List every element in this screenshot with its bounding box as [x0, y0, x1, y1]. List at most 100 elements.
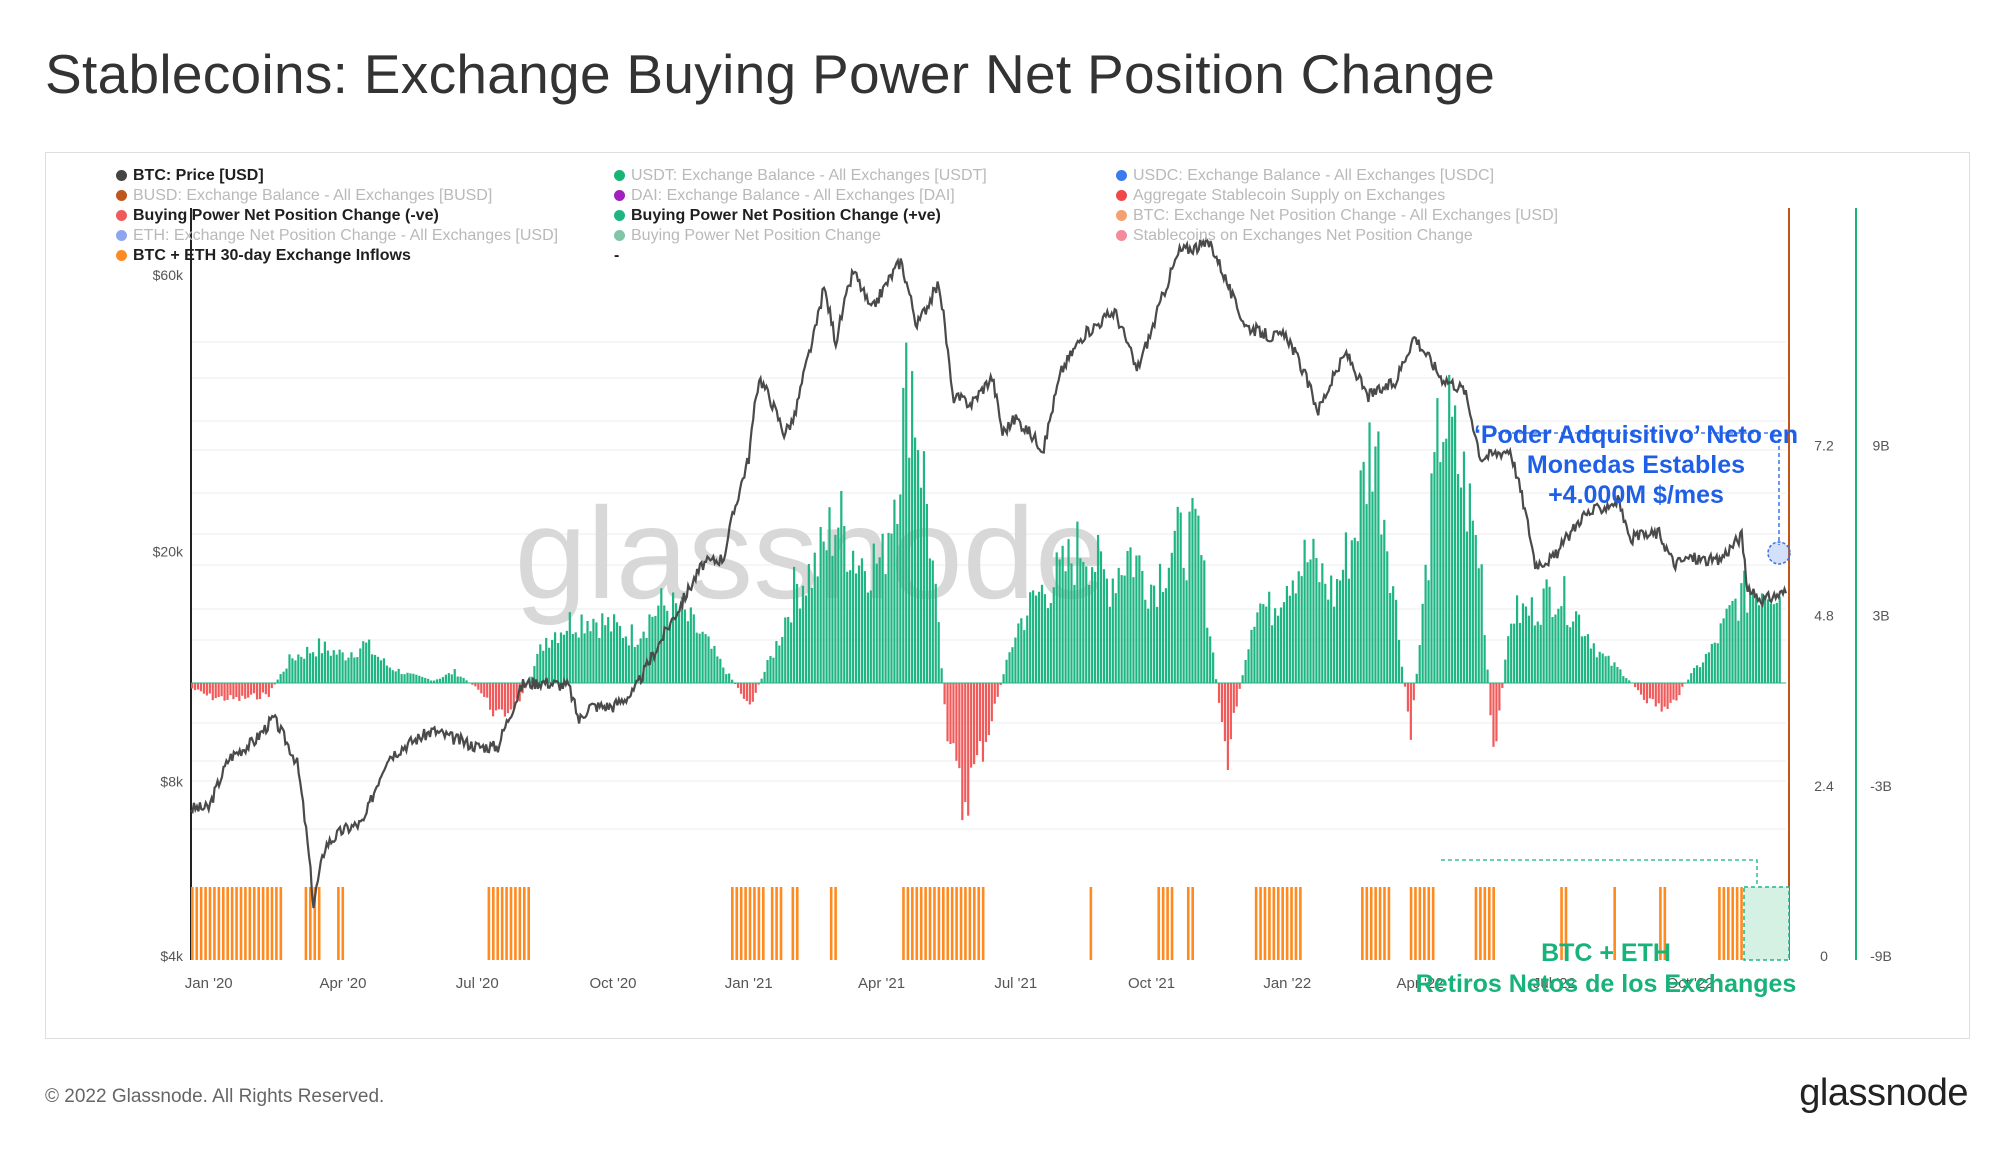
- bar-positive: [1011, 647, 1014, 683]
- bar-negative: [955, 683, 958, 761]
- x-tick-label: Apr '20: [319, 975, 366, 992]
- bar-negative: [273, 683, 276, 685]
- bar-inflow: [1186, 887, 1190, 960]
- bar-positive: [1456, 474, 1460, 683]
- bar-inflow: [199, 887, 203, 960]
- bar-inflow: [248, 887, 252, 960]
- bar-inflow: [1431, 887, 1435, 960]
- bar-positive: [1055, 552, 1058, 683]
- bar-positive: [1752, 592, 1755, 683]
- bar-positive: [1194, 508, 1197, 683]
- bar-inflow: [491, 887, 495, 960]
- bar-positive: [1132, 577, 1135, 683]
- legend-item[interactable]: ETH: Exchange Net Position Change - All …: [116, 227, 558, 245]
- bar-positive: [642, 631, 645, 683]
- bar-inflow: [906, 887, 910, 960]
- bar-negative: [497, 683, 501, 710]
- bar-positive: [1775, 602, 1778, 683]
- bar-positive: [878, 557, 881, 683]
- legend-item[interactable]: BUSD: Exchange Balance - All Exchanges […: [116, 187, 492, 205]
- legend-item[interactable]: Buying Power Net Position Change: [614, 227, 881, 245]
- bar-positive: [798, 608, 802, 683]
- bar-negative: [1412, 683, 1415, 701]
- bar-positive: [612, 614, 616, 683]
- bar-positive: [1206, 627, 1209, 683]
- bar-positive: [1377, 431, 1380, 683]
- bar-positive: [760, 678, 763, 683]
- bar-positive: [677, 610, 681, 683]
- bar-positive: [1539, 624, 1542, 683]
- bar-positive: [630, 624, 633, 683]
- bar-inflow: [1361, 887, 1364, 960]
- bar-negative: [745, 683, 748, 701]
- bar-positive: [1150, 584, 1153, 683]
- bar-positive: [1513, 623, 1516, 683]
- x-tick-label: Jul '20: [456, 975, 499, 992]
- bar-positive: [1271, 625, 1274, 683]
- legend-item[interactable]: Aggregate Stablecoin Supply on Exchanges: [1116, 187, 1445, 205]
- bar-negative: [1663, 683, 1666, 707]
- bar-positive: [654, 615, 657, 683]
- bar-inflow: [252, 887, 256, 960]
- legend-label: ETH: Exchange Net Position Change - All …: [133, 227, 559, 244]
- bar-positive: [1356, 541, 1359, 683]
- bar-positive: [276, 679, 279, 683]
- bar-positive: [1209, 636, 1212, 683]
- bar-positive: [1365, 504, 1368, 683]
- bar-positive: [297, 654, 300, 683]
- bar-positive: [1046, 608, 1049, 683]
- legend-item[interactable]: DAI: Exchange Balance - All Exchanges [D…: [614, 187, 955, 205]
- y-left-tick-label: $4k: [160, 948, 184, 964]
- bar-positive: [1400, 666, 1404, 683]
- bar-inflow: [217, 887, 221, 960]
- bar-positive: [1383, 519, 1386, 683]
- bar-positive: [1259, 603, 1262, 683]
- bar-inflow: [341, 887, 345, 960]
- bar-inflow: [834, 887, 837, 960]
- bar-inflow: [527, 887, 531, 960]
- legend-item[interactable]: USDT: Exchange Balance - All Exchanges […: [614, 167, 987, 185]
- legend-item[interactable]: -: [614, 247, 619, 265]
- bar-negative: [964, 683, 967, 803]
- y-left-tick-label: $8k: [160, 774, 184, 790]
- annotation-btc-eth-line2: Retiros Netos de los Exchanges: [1415, 970, 1797, 998]
- bar-positive: [925, 503, 928, 683]
- footer-brand-logo: glassnode: [1799, 1072, 1968, 1114]
- legend-item[interactable]: Buying Power Net Position Change (+ve): [614, 207, 941, 225]
- bar-inflow: [487, 887, 491, 960]
- legend-label: Aggregate Stablecoin Supply on Exchanges: [1133, 187, 1446, 204]
- legend-item[interactable]: BTC: Exchange Net Position Change - All …: [1116, 207, 1558, 225]
- x-tick-label: Oct '21: [1128, 975, 1175, 992]
- y-right-2-tick-label: -9B: [1870, 948, 1892, 964]
- bar-positive: [1583, 636, 1587, 683]
- legend-item[interactable]: BTC: Price [USD]: [116, 167, 264, 185]
- legend-item[interactable]: USDC: Exchange Balance - All Exchanges […: [1116, 167, 1494, 185]
- bar-positive: [1114, 593, 1117, 683]
- bar-negative: [949, 683, 952, 745]
- bar-positive: [1161, 591, 1165, 683]
- bar-positive: [447, 673, 450, 683]
- bar-inflow: [735, 887, 739, 960]
- y-right-1-tick-label: 4.8: [1814, 608, 1834, 624]
- bar-negative: [1660, 683, 1663, 712]
- bar-negative: [999, 683, 1002, 686]
- bar-positive: [1167, 567, 1170, 683]
- legend-label: Buying Power Net Position Change: [631, 227, 881, 244]
- bar-positive: [1076, 521, 1079, 683]
- bar-positive: [1766, 599, 1770, 683]
- bar-positive: [1285, 585, 1289, 683]
- bar-positive: [1099, 551, 1103, 683]
- bar-negative: [267, 683, 270, 697]
- bar-inflow: [1299, 887, 1302, 960]
- bar-positive: [1321, 563, 1324, 683]
- bar-positive: [866, 592, 869, 683]
- legend-item[interactable]: BTC + ETH 30-day Exchange Inflows: [116, 247, 411, 265]
- bar-inflow: [1378, 887, 1382, 960]
- legend-item[interactable]: Buying Power Net Position Change (-ve): [116, 207, 439, 225]
- bar-positive: [778, 645, 781, 683]
- legend-item[interactable]: Stablecoins on Exchanges Net Position Ch…: [1116, 227, 1473, 245]
- bar-positive: [1698, 667, 1702, 683]
- bar-positive: [707, 636, 710, 683]
- bar-inflow: [235, 887, 238, 960]
- bar-negative: [258, 683, 262, 699]
